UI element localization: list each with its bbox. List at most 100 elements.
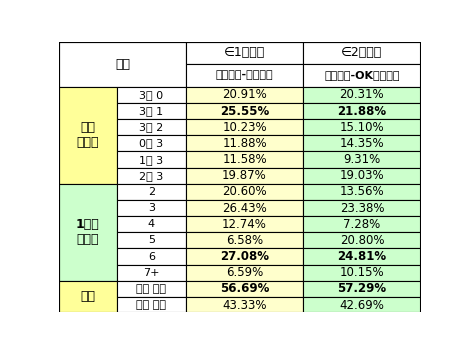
- Bar: [117, 87, 186, 103]
- Text: 20.60%: 20.60%: [222, 185, 267, 198]
- Text: 3대 1: 3대 1: [139, 106, 163, 116]
- Text: 7.28%: 7.28%: [344, 218, 380, 231]
- Text: 14.35%: 14.35%: [340, 137, 384, 150]
- Bar: [303, 152, 421, 168]
- Text: 9.31%: 9.31%: [344, 153, 380, 166]
- Text: 27.08%: 27.08%: [220, 250, 269, 263]
- Bar: [186, 152, 303, 168]
- Text: 1세트
점수차: 1세트 점수차: [76, 218, 99, 246]
- Bar: [117, 135, 186, 152]
- Text: 1대 3: 1대 3: [139, 154, 163, 165]
- Bar: [117, 119, 186, 135]
- Text: 19.03%: 19.03%: [340, 169, 384, 182]
- Text: 대한항공-OK저축은행: 대한항공-OK저축은행: [324, 70, 400, 80]
- Bar: [117, 103, 186, 119]
- Bar: [186, 119, 303, 135]
- Bar: [186, 232, 303, 249]
- Text: 6: 6: [148, 252, 155, 261]
- Text: 3대 0: 3대 0: [139, 90, 163, 100]
- Bar: [117, 168, 186, 184]
- Text: 11.58%: 11.58%: [222, 153, 267, 166]
- Text: 24.81%: 24.81%: [337, 250, 387, 263]
- Bar: [186, 200, 303, 216]
- Bar: [186, 249, 303, 265]
- Bar: [186, 64, 303, 87]
- Text: 3: 3: [148, 203, 155, 213]
- Text: 42.69%: 42.69%: [339, 299, 384, 312]
- Bar: [303, 216, 421, 232]
- Bar: [117, 216, 186, 232]
- Bar: [303, 103, 421, 119]
- Bar: [58, 42, 186, 87]
- Text: 10.23%: 10.23%: [222, 121, 267, 134]
- Bar: [303, 184, 421, 200]
- Bar: [303, 281, 421, 297]
- Text: 20.80%: 20.80%: [340, 234, 384, 247]
- Bar: [186, 168, 303, 184]
- Bar: [303, 135, 421, 152]
- Bar: [303, 119, 421, 135]
- Bar: [58, 184, 117, 281]
- Bar: [303, 265, 421, 281]
- Text: 20.31%: 20.31%: [340, 88, 384, 101]
- Text: 19.87%: 19.87%: [222, 169, 267, 182]
- Text: 10.15%: 10.15%: [340, 266, 384, 279]
- Text: 20.91%: 20.91%: [222, 88, 267, 101]
- Bar: [186, 135, 303, 152]
- Text: 25.55%: 25.55%: [220, 105, 269, 118]
- Bar: [303, 297, 421, 313]
- Text: 5: 5: [148, 236, 155, 245]
- Text: 21.88%: 21.88%: [337, 105, 387, 118]
- Bar: [186, 265, 303, 281]
- Bar: [117, 232, 186, 249]
- Bar: [186, 297, 303, 313]
- Bar: [117, 184, 186, 200]
- Text: 57.29%: 57.29%: [337, 283, 387, 296]
- Text: 홈팀 승리: 홈팀 승리: [137, 284, 167, 294]
- Text: ∈2경기〉: ∈2경기〉: [341, 46, 382, 59]
- Bar: [186, 281, 303, 297]
- Bar: [186, 42, 303, 64]
- Bar: [117, 152, 186, 168]
- Bar: [303, 42, 421, 64]
- Text: 3대 2: 3대 2: [139, 122, 164, 132]
- Bar: [303, 232, 421, 249]
- Text: 2대 3: 2대 3: [139, 171, 164, 181]
- Bar: [186, 184, 303, 200]
- Bar: [186, 216, 303, 232]
- Text: ∈1경기〉: ∈1경기〉: [224, 46, 265, 59]
- Bar: [117, 281, 186, 297]
- Bar: [303, 64, 421, 87]
- Bar: [58, 87, 117, 184]
- Text: 11.88%: 11.88%: [222, 137, 267, 150]
- Text: 0대 3: 0대 3: [139, 138, 163, 148]
- Bar: [58, 281, 117, 313]
- Text: 세트
스코어: 세트 스코어: [76, 121, 99, 149]
- Text: 흥국생명-도로공사: 흥국생명-도로공사: [216, 70, 273, 80]
- Bar: [303, 168, 421, 184]
- Bar: [303, 249, 421, 265]
- Text: 23.38%: 23.38%: [340, 201, 384, 214]
- Bar: [186, 87, 303, 103]
- Bar: [303, 200, 421, 216]
- Bar: [117, 200, 186, 216]
- Bar: [117, 297, 186, 313]
- Text: 6.58%: 6.58%: [226, 234, 263, 247]
- Text: 12.74%: 12.74%: [222, 218, 267, 231]
- Text: 구분: 구분: [115, 58, 130, 71]
- Text: 13.56%: 13.56%: [340, 185, 384, 198]
- Text: 2: 2: [148, 187, 155, 197]
- Text: 15.10%: 15.10%: [340, 121, 384, 134]
- Text: 7+: 7+: [143, 268, 160, 278]
- Text: 43.33%: 43.33%: [222, 299, 267, 312]
- Text: 승패: 승패: [80, 291, 95, 304]
- Bar: [117, 249, 186, 265]
- Bar: [303, 87, 421, 103]
- Bar: [186, 103, 303, 119]
- Text: 56.69%: 56.69%: [220, 283, 269, 296]
- Text: 26.43%: 26.43%: [222, 201, 267, 214]
- Text: 6.59%: 6.59%: [226, 266, 263, 279]
- Bar: [117, 265, 186, 281]
- Text: 원정 승리: 원정 승리: [137, 300, 167, 310]
- Text: 4: 4: [148, 219, 155, 229]
